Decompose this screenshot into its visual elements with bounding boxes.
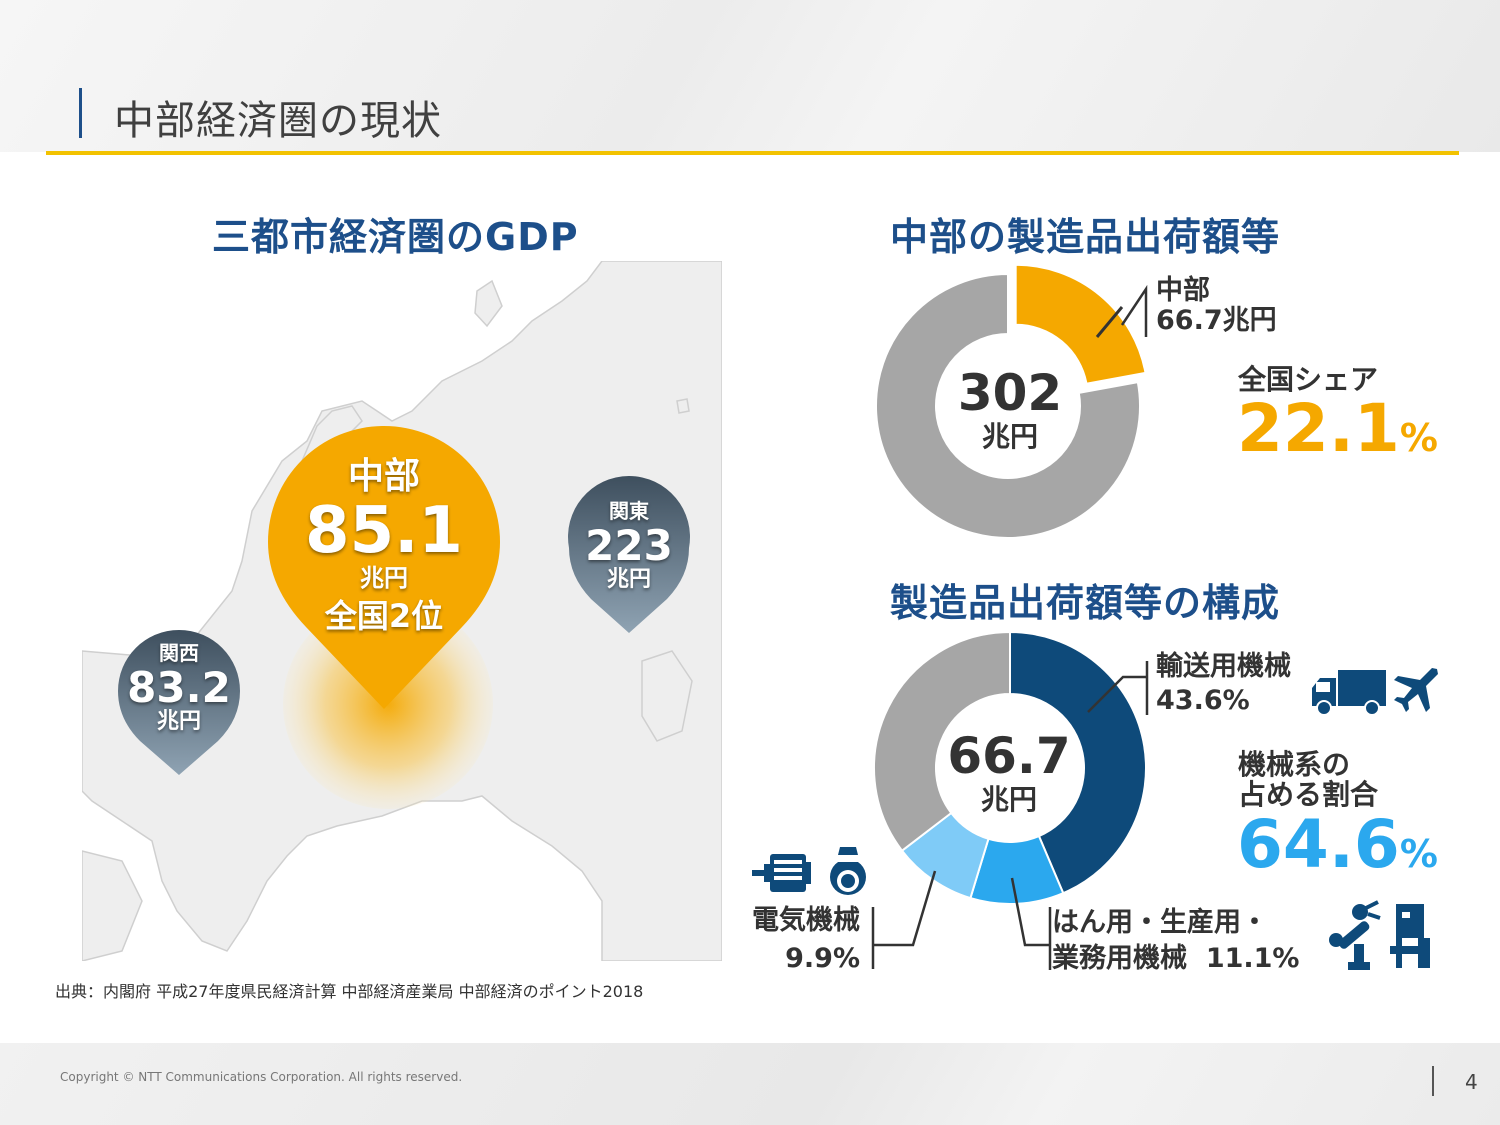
footer-band <box>0 1043 1500 1125</box>
composition-section-title: 製造品出荷額等の構成 <box>890 581 1281 625</box>
machine-share-value: 64.6 <box>1237 806 1400 883</box>
kansai-gdp-value: 83.2 <box>127 663 231 712</box>
donut-slice-0 <box>1014 263 1147 385</box>
composition-center-value: 66.7 <box>947 727 1071 785</box>
electric-label: 電気機械 9.9% <box>748 902 860 978</box>
chubu-pin: 中部 85.1 兆円 全国2位 <box>268 455 500 639</box>
gdp-section-title: 三都市経済圏のGDP <box>212 215 579 259</box>
machine-tool-icon <box>1390 904 1430 968</box>
machine-share-label-line1: 機械系の <box>1238 748 1351 781</box>
chubu-gdp-unit: 兆円 <box>360 564 408 592</box>
electric-label-name: 電気機械 <box>752 905 860 936</box>
composition-center: 66.7 兆円 <box>938 728 1080 816</box>
shipment-center: 302 兆円 <box>942 365 1078 453</box>
general-machinery-label: はん用・生産用・ 業務用機械 11.1% <box>1052 905 1299 977</box>
electric-label-value: 9.9% <box>785 943 860 974</box>
machine-share: 64.6% <box>1237 812 1438 878</box>
composition-donut-chart <box>873 630 1147 905</box>
chubu-gdp-value: 85.1 <box>305 494 463 568</box>
chubu-segment-label: 中部 66.7兆円 <box>1156 276 1277 336</box>
motor-icon <box>752 854 811 892</box>
kanto-name: 関東 <box>609 499 649 523</box>
shipment-center-value: 302 <box>957 364 1063 422</box>
national-share-unit: % <box>1399 416 1438 460</box>
shipment-center-unit: 兆円 <box>981 420 1038 453</box>
composition-center-unit: 兆円 <box>980 783 1037 816</box>
transport-label: 輸送用機械 43.6% <box>1156 650 1291 718</box>
national-share-label: 全国シェア <box>1238 363 1379 396</box>
turbine-icon <box>830 847 866 895</box>
transport-label-name: 輸送用機械 <box>1156 651 1291 682</box>
title-accent-bar <box>79 88 82 138</box>
general-label-line1: はん用・生産用・ <box>1052 907 1268 938</box>
header-band <box>0 0 1500 152</box>
kansai-name: 関西 <box>159 641 199 665</box>
donut-slice-3 <box>873 630 1011 853</box>
shipment-leader-line <box>1095 306 1124 338</box>
machine-share-unit: % <box>1399 832 1438 876</box>
page-number: 4 <box>1465 1070 1478 1094</box>
japan-map <box>82 261 722 961</box>
general-label-line2: 業務用機械 <box>1052 943 1187 974</box>
kansai-gdp-unit: 兆円 <box>156 709 201 734</box>
general-leader <box>1010 877 1052 970</box>
kanto-gdp-value: 223 <box>585 521 673 570</box>
kanto-pin: 関東 223 兆円 <box>569 498 689 592</box>
transport-label-value: 43.6% <box>1156 685 1250 716</box>
copyright: Copyright © NTT Communications Corporati… <box>60 1070 463 1084</box>
shipment-label-bracket <box>1120 284 1148 337</box>
shipment-donut-chart <box>875 263 1147 539</box>
airplane-icon <box>1394 668 1438 712</box>
truck-icon <box>1312 670 1386 716</box>
chubu-name: 中部 <box>347 456 420 497</box>
header-divider <box>46 151 1459 155</box>
machine-share-label-line2: 占める割合 <box>1238 778 1379 811</box>
chubu-segment-name: 中部 <box>1156 275 1210 306</box>
kansai-pin: 関西 83.2 兆円 <box>118 640 240 734</box>
kanto-gdp-unit: 兆円 <box>606 567 651 592</box>
electric-leader <box>871 870 937 969</box>
general-label-value: 11.1% <box>1205 943 1300 974</box>
donut-slice-0 <box>1009 630 1147 895</box>
transport-leader <box>1087 661 1149 715</box>
machine-share-label: 機械系の 占める割合 <box>1238 750 1378 810</box>
robot-arm-icon <box>1329 900 1381 970</box>
page-title: 中部経済圏の現状 <box>114 98 442 144</box>
donut-slice-1 <box>875 272 1141 539</box>
national-share: 22.1% <box>1237 396 1438 462</box>
page-number-divider <box>1432 1066 1434 1096</box>
chubu-rank: 全国2位 <box>324 597 444 635</box>
shipment-section-title: 中部の製造品出荷額等 <box>890 215 1281 259</box>
national-share-value: 22.1 <box>1237 390 1400 467</box>
chubu-segment-value: 66.7兆円 <box>1156 305 1277 336</box>
source-note: 出典：内閣府 平成27年度県民経済計算 中部経済産業局 中部経済のポイント201… <box>55 982 644 1001</box>
